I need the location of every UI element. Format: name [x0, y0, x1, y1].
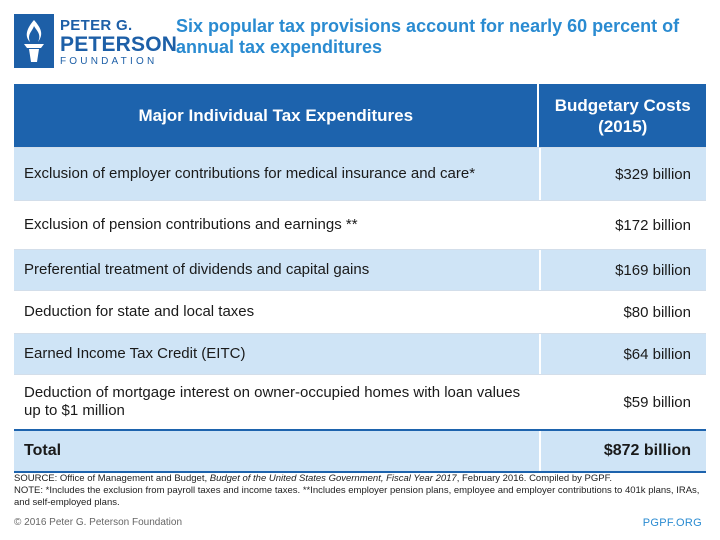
table-row: Exclusion of pension contributions and e…: [14, 200, 706, 249]
table-row: Earned Income Tax Credit (EITC) $64 billi…: [14, 333, 706, 374]
site-link[interactable]: PGPF.ORG: [642, 517, 702, 529]
table-row-total: Total $872 billion: [14, 429, 706, 473]
row-label: Deduction for state and local taxes: [24, 303, 255, 320]
row-value: $172 billion: [539, 201, 706, 249]
row-value: $64 billion: [539, 334, 706, 374]
table-row: Exclusion of employer contributions for …: [14, 147, 706, 200]
source-title: Budget of the United States Government, …: [209, 473, 457, 484]
row-value: $169 billion: [539, 250, 706, 290]
logo-line1: PETER G.: [60, 17, 133, 34]
row-value: $80 billion: [539, 291, 706, 333]
table-header: Major Individual Tax Expenditures Budget…: [14, 84, 706, 147]
column-header-cost: Budgetary Costs (2015): [537, 84, 706, 147]
row-value: $329 billion: [539, 148, 706, 200]
row-label: Earned Income Tax Credit (EITC): [24, 345, 246, 362]
pgpf-logo[interactable]: PETER G. PETERSON FOUNDATION: [14, 14, 177, 68]
source-suffix: , February 2016. Compiled by PGPF.: [456, 473, 612, 484]
column-header-expenditure: Major Individual Tax Expenditures: [138, 105, 414, 125]
tax-expenditures-table: Major Individual Tax Expenditures Budget…: [14, 84, 706, 473]
source-prefix: SOURCE: Office of Management and Budget,: [14, 473, 210, 484]
torch-flame-icon: [14, 14, 54, 68]
source-notes: SOURCE: Office of Management and Budget,…: [14, 473, 706, 509]
logo-line3: FOUNDATION: [60, 56, 158, 67]
table-body: Exclusion of employer contributions for …: [14, 147, 706, 429]
copyright: © 2016 Peter G. Peterson Foundation: [14, 517, 183, 528]
total-label: Total: [24, 442, 62, 459]
table-row: Preferential treatment of dividends and …: [14, 249, 706, 290]
row-label: Deduction of mortgage interest on owner-…: [24, 384, 521, 419]
header: PETER G. PETERSON FOUNDATION Six popular…: [0, 0, 720, 80]
row-label: Exclusion of pension contributions and e…: [24, 216, 358, 233]
total-value: $872 billion: [539, 431, 706, 471]
row-label: Exclusion of employer contributions for …: [24, 165, 476, 182]
source-line: SOURCE: Office of Management and Budget,…: [14, 473, 706, 485]
row-value: $59 billion: [539, 375, 706, 429]
logo-text: PETER G. PETERSON FOUNDATION: [60, 18, 177, 68]
table-row: Deduction for state and local taxes $80 b…: [14, 290, 706, 333]
chart-title: Six popular tax provisions account for n…: [176, 16, 680, 57]
note-line: NOTE: *Includes the exclusion from payro…: [14, 485, 700, 508]
table-row: Deduction of mortgage interest on owner-…: [14, 374, 706, 429]
logo-line2: PETERSON: [60, 33, 178, 56]
row-label: Preferential treatment of dividends and …: [24, 261, 370, 278]
